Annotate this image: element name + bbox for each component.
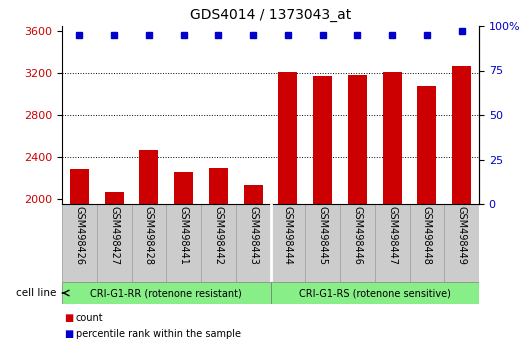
Text: GSM498428: GSM498428 — [144, 206, 154, 264]
Bar — [313, 76, 332, 354]
Bar — [201, 204, 236, 282]
Text: cell line: cell line — [16, 288, 56, 298]
Bar — [105, 193, 123, 354]
Bar — [348, 75, 367, 354]
Text: GSM498427: GSM498427 — [109, 206, 119, 265]
Text: GSM498444: GSM498444 — [283, 206, 293, 264]
Bar — [452, 66, 471, 354]
Text: percentile rank within the sample: percentile rank within the sample — [76, 329, 241, 339]
Text: GSM498426: GSM498426 — [74, 206, 84, 264]
Bar — [417, 86, 436, 354]
Text: GSM498441: GSM498441 — [179, 206, 189, 264]
Bar — [209, 169, 228, 354]
Bar — [131, 204, 166, 282]
Text: GSM498446: GSM498446 — [353, 206, 362, 264]
Bar — [166, 204, 201, 282]
Bar — [70, 170, 89, 354]
Text: CRI-G1-RS (rotenone sensitive): CRI-G1-RS (rotenone sensitive) — [299, 288, 451, 298]
Text: ■: ■ — [64, 313, 73, 323]
Bar — [382, 72, 402, 354]
Bar — [236, 204, 270, 282]
Bar — [174, 172, 193, 354]
Text: GSM498448: GSM498448 — [422, 206, 432, 264]
Title: GDS4014 / 1373043_at: GDS4014 / 1373043_at — [190, 8, 351, 22]
Bar — [97, 204, 131, 282]
Text: GSM498445: GSM498445 — [317, 206, 327, 264]
Bar — [278, 72, 298, 354]
Bar — [62, 204, 97, 282]
Bar — [444, 204, 479, 282]
Bar — [375, 204, 410, 282]
Bar — [62, 282, 270, 304]
Bar — [244, 185, 263, 354]
Text: ■: ■ — [64, 329, 73, 339]
Text: GSM498447: GSM498447 — [387, 206, 397, 264]
Bar — [340, 204, 375, 282]
Text: GSM498443: GSM498443 — [248, 206, 258, 264]
Text: CRI-G1-RR (rotenone resistant): CRI-G1-RR (rotenone resistant) — [90, 288, 242, 298]
Text: GSM498442: GSM498442 — [213, 206, 223, 264]
Bar — [139, 149, 158, 354]
Bar — [270, 282, 479, 304]
Bar — [410, 204, 444, 282]
Bar — [270, 204, 305, 282]
Bar — [305, 204, 340, 282]
Text: GSM498449: GSM498449 — [457, 206, 467, 264]
Text: count: count — [76, 313, 104, 323]
